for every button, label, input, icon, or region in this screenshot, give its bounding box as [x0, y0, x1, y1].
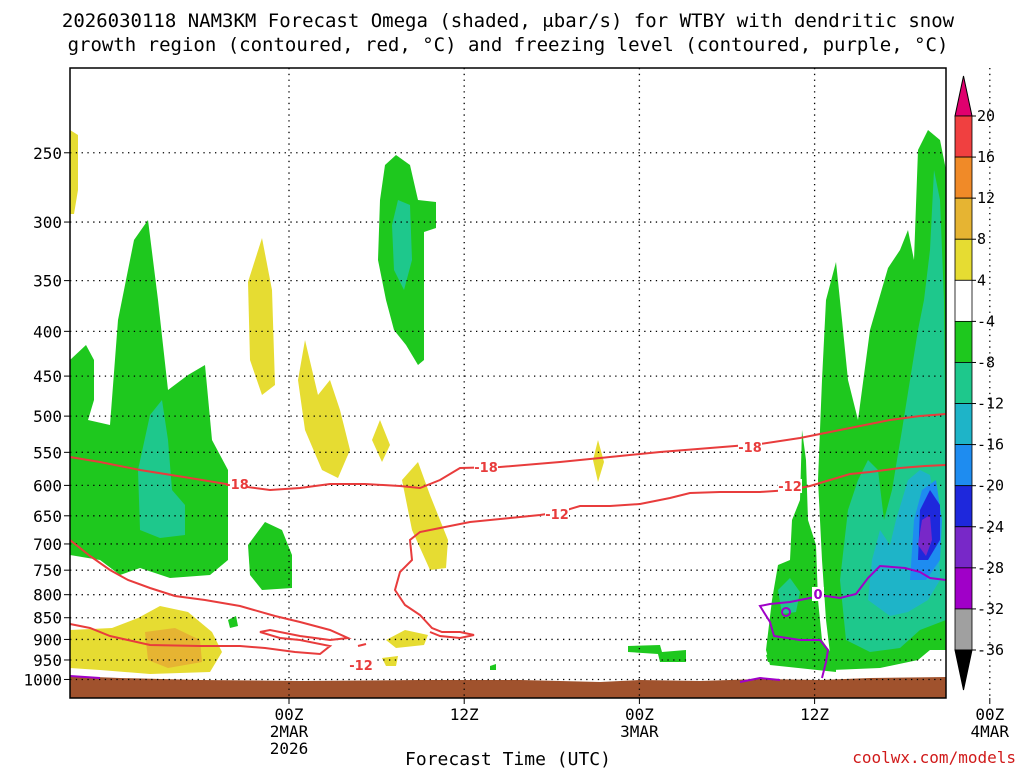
terrain-ground [70, 676, 946, 698]
dendritic-contour-minus12-fragment [357, 643, 367, 647]
chart-title-line2: growth region (contoured, red, °C) and f… [68, 34, 949, 56]
y-tick-label: 750 [33, 561, 62, 580]
omega-shade-negative [766, 652, 776, 662]
omega-shade-negative [228, 616, 238, 628]
omega-shade-positive [593, 440, 604, 482]
contour-label-minus12: -12 [778, 480, 802, 495]
plot-frame [69, 67, 947, 699]
contour-label-minus18: -18 [738, 441, 762, 456]
omega-shade-positive [145, 628, 202, 668]
colorbar-swatch [954, 156, 973, 199]
colorbar-swatch [954, 197, 973, 240]
omega-shade-negative [70, 220, 228, 578]
colorbar-label: -12 [977, 395, 1004, 413]
y-tick-label: 1000 [23, 670, 62, 689]
colorbar-swatch [954, 238, 973, 281]
colorbar-label: -28 [977, 559, 1004, 577]
colorbar-swatch [954, 526, 973, 569]
x-tick-label: 12Z [450, 705, 479, 724]
contour-label-minus12: -12 [545, 508, 569, 523]
colorbar-label: -20 [977, 477, 1004, 495]
freezing-level-contour-ground [69, 675, 781, 683]
colorbar-label: 16 [977, 148, 995, 166]
y-tick-label: 900 [33, 630, 62, 649]
y-tick-label: 550 [33, 443, 62, 462]
colorbar-bottom-arrow [954, 649, 973, 691]
y-tick-label: 800 [33, 586, 62, 605]
credit-text: coolwx.com/models [852, 748, 1016, 767]
colorbar-label: -36 [977, 641, 1004, 659]
x-tick-label: 2026 [270, 739, 309, 758]
y-tick-label: 950 [33, 651, 62, 670]
x-tick-label: 00Z [975, 705, 1004, 724]
colorbar: 20 16 12 8 4 -4 -8 -12 -16 -20 -24 -28 -32 -36 [954, 75, 1004, 691]
y-tick-label: 650 [33, 507, 62, 526]
y-tick-label: 250 [33, 144, 62, 163]
colorbar-label: 12 [977, 189, 995, 207]
omega-shade-negative [490, 664, 496, 670]
dendritic-contour-minus18 [69, 413, 947, 492]
colorbar-label: -16 [977, 436, 1004, 454]
chart-title-line1: 2026030118 NAM3KM Forecast Omega (shaded… [62, 10, 955, 32]
x-tick-label: 12Z [800, 705, 829, 724]
colorbar-label: -8 [977, 353, 995, 371]
omega-shade-positive [248, 238, 275, 395]
colorbar-swatch [954, 567, 973, 610]
colorbar-swatch [954, 279, 973, 322]
dendritic-contour-minus12-lower [69, 539, 352, 656]
colorbar-label: 4 [977, 271, 986, 289]
y-tick-label: 300 [33, 213, 62, 232]
y-tick-label: 850 [33, 609, 62, 628]
freezing-level-contour-loop [781, 607, 792, 617]
omega-shade-negative [918, 515, 932, 556]
omega-shade-positive [298, 340, 350, 478]
contour-labels: -18 -18 -18 -12 -12 -12 0 [225, 440, 824, 674]
contour-label-minus12: -12 [349, 659, 373, 674]
colorbar-label: -32 [977, 600, 1004, 618]
y-tick-label: 600 [33, 476, 62, 495]
x-tick-label: 2MAR [270, 722, 309, 741]
colorbar-swatch [954, 362, 973, 404]
y-axis: 250 300 350 400 450 500 550 600 650 700 750 800 850 9… [23, 144, 70, 689]
omega-shade-negative [248, 522, 292, 590]
colorbar-label: 20 [977, 107, 995, 125]
y-tick-label: 700 [33, 535, 62, 554]
y-tick-label: 350 [33, 272, 62, 291]
y-tick-label: 400 [33, 322, 62, 341]
colorbar-swatch [954, 608, 973, 651]
colorbar-swatch [954, 403, 973, 446]
y-tick-label: 500 [33, 407, 62, 426]
colorbar-label: -24 [977, 518, 1004, 536]
contour-label-minus18: -18 [225, 478, 249, 493]
colorbar-label: -4 [977, 312, 995, 330]
x-axis-label: Forecast Time (UTC) [405, 749, 611, 768]
colorbar-top-arrow [954, 75, 973, 117]
colorbar-swatch [954, 485, 973, 528]
x-tick-label: 00Z [275, 705, 304, 724]
y-tick-label: 450 [33, 367, 62, 386]
x-tick-label: 4MAR [971, 722, 1010, 741]
omega-shade-positive [382, 656, 398, 666]
dendritic-contour-minus12-upper [393, 464, 947, 640]
omega-shade-positive [372, 420, 390, 462]
contour-label-freezing-0: 0 [813, 588, 822, 603]
colorbar-label: 8 [977, 230, 986, 248]
colorbar-swatch [954, 444, 973, 487]
contour-label-minus18: -18 [474, 461, 498, 476]
colorbar-swatch [954, 320, 973, 363]
omega-shade-negative [628, 645, 686, 662]
x-tick-label: 00Z [625, 705, 654, 724]
omega-shade-positive [70, 130, 78, 214]
freezing-level-contour [758, 564, 947, 679]
y-gridlines [70, 152, 946, 681]
x-tick-label: 3MAR [620, 722, 659, 741]
colorbar-swatch [954, 115, 973, 158]
omega-shading [70, 130, 946, 674]
x-gridlines [288, 68, 991, 698]
omega-shade-negative [138, 400, 185, 538]
omega-shade-negative [778, 578, 800, 614]
